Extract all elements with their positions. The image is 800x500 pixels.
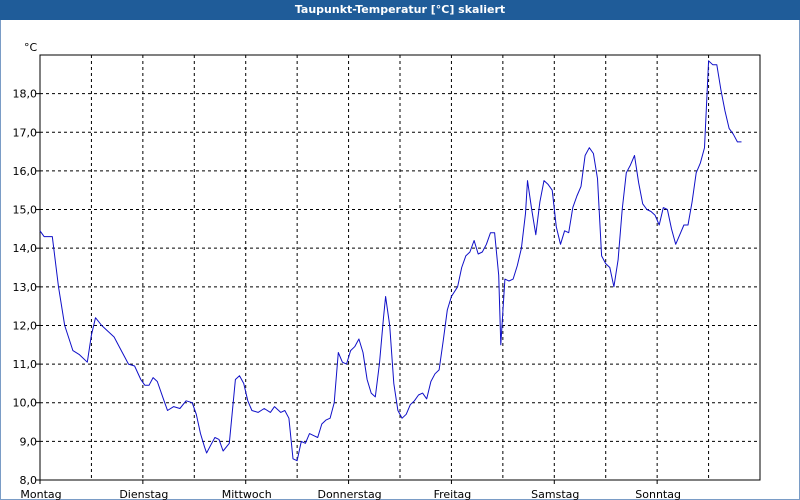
y-tick-label: 9,0 [20,435,38,448]
y-tick-label: 10,0 [13,397,38,410]
y-tick-label: 17,0 [13,126,38,139]
x-tick-day-label: Samstag [531,488,579,500]
x-tick-day-label: Mittwoch [222,488,272,500]
chart: °C 8,0 9,0 10,0 11,0 12,0 13,0 14,0 15,0 16,0 17,… [13,41,761,500]
y-tick-label: 12,0 [13,319,38,332]
y-tick-label: 18,0 [13,88,38,101]
y-tick-label: 11,0 [13,358,38,371]
series-line-dewpoint [39,60,742,462]
x-tick-day-label: Dienstag [119,488,168,500]
y-axis: °C 8,0 9,0 10,0 11,0 12,0 13,0 14,0 15,0 16,0 17,… [13,41,40,487]
y-axis-unit: °C [24,41,38,54]
grid [40,55,760,481]
y-tick-label: 15,0 [13,204,38,217]
x-tick-day-label: Donnerstag [317,488,381,500]
x-tick-day-label: Montag [20,488,61,500]
x-tick-day-label: Freitag [434,488,472,500]
y-tick-label: 16,0 [13,165,38,178]
window-title: Taupunkt-Temperatur [°C] skaliert [0,0,800,20]
y-tick-label: 13,0 [13,281,38,294]
y-tick-label: 8,0 [20,474,38,487]
y-tick-label: 14,0 [13,242,38,255]
x-tick-day-label: Sonntag [635,488,681,500]
series-group [39,60,742,462]
x-axis: Montag23.05.16Dienstag24.05.16Mittwoch25… [20,480,681,500]
